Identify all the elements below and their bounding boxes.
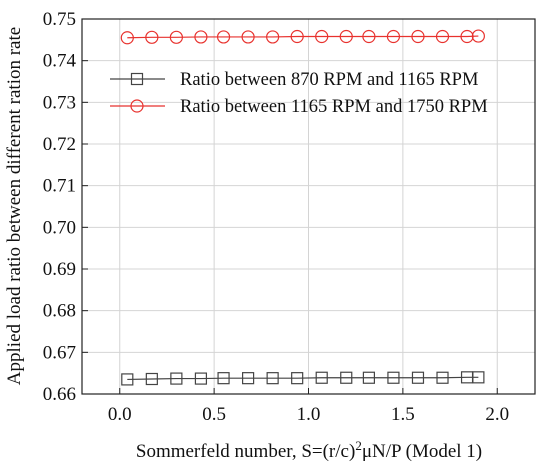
data-point-circle bbox=[120, 31, 134, 45]
series-2 bbox=[120, 29, 485, 45]
data-point-square bbox=[145, 372, 158, 386]
data-point-circle bbox=[435, 29, 450, 44]
x-tick-label: 0.5 bbox=[202, 404, 226, 425]
data-point-square bbox=[170, 372, 183, 385]
data-point-circle bbox=[194, 30, 208, 44]
series-line bbox=[127, 376, 479, 381]
data-point-square bbox=[194, 372, 208, 385]
legend-label-series-2: Ratio between 1165 RPM and 1750 RPM bbox=[180, 97, 488, 117]
data-point-circle bbox=[266, 30, 280, 44]
series-line bbox=[127, 35, 479, 39]
data-point-circle bbox=[241, 30, 255, 44]
x-axis: 0.0 0.5 1.0 1.5 2.0 bbox=[108, 388, 509, 425]
data-point-square bbox=[291, 372, 304, 385]
data-point-circle bbox=[362, 29, 376, 44]
data-point-circle bbox=[216, 30, 231, 44]
data-point-circle bbox=[169, 30, 183, 44]
y-axis-title: Applied load ratio between different rat… bbox=[4, 27, 25, 385]
data-point-square bbox=[387, 371, 400, 384]
data-point-circle bbox=[290, 29, 304, 44]
data-point-square bbox=[121, 373, 134, 386]
x-tick-label: 1.0 bbox=[297, 404, 321, 425]
y-tick-label: 0.66 bbox=[43, 384, 76, 405]
y-tick-label: 0.74 bbox=[43, 51, 77, 72]
y-tick-label: 0.70 bbox=[43, 217, 76, 238]
y-tick-label: 0.68 bbox=[43, 301, 76, 322]
data-point-circle bbox=[460, 29, 474, 44]
data-point-square bbox=[217, 372, 230, 385]
y-tick-label: 0.72 bbox=[43, 134, 76, 155]
data-point-square bbox=[266, 372, 279, 385]
legend-label-series-1: Ratio between 870 RPM and 1165 RPM bbox=[180, 70, 478, 90]
series-1 bbox=[121, 371, 485, 386]
data-point-square bbox=[436, 371, 449, 384]
data-point-circle bbox=[411, 29, 425, 44]
legend-circle-marker bbox=[130, 99, 144, 113]
y-tick-label: 0.75 bbox=[43, 9, 76, 30]
legend-item-series-1: Ratio between 870 RPM and 1165 RPM bbox=[110, 70, 478, 90]
x-tick-label: 2.0 bbox=[485, 404, 509, 425]
x-axis-title: Sommerfeld number, S=(r/c)2μN/P (Model 1… bbox=[136, 438, 482, 462]
legend: Ratio between 870 RPM and 1165 RPM Ratio… bbox=[110, 70, 488, 117]
x-tick-label: 1.5 bbox=[391, 404, 415, 425]
series-layer bbox=[120, 29, 485, 386]
data-point-circle bbox=[339, 29, 353, 44]
y-tick-label: 0.71 bbox=[43, 176, 76, 197]
y-axis: 0.66 0.67 0.68 0.69 0.70 0.71 0.72 0.73 0.74 0.75 bbox=[43, 9, 88, 405]
data-point-circle bbox=[145, 30, 159, 44]
data-point-square bbox=[362, 371, 375, 384]
x-tick-label: 0.0 bbox=[108, 404, 132, 425]
data-point-square bbox=[472, 371, 485, 384]
y-tick-label: 0.73 bbox=[43, 92, 76, 113]
data-point-circle bbox=[315, 29, 329, 44]
grid bbox=[82, 18, 535, 395]
legend-item-series-2: Ratio between 1165 RPM and 1750 RPM bbox=[110, 97, 488, 117]
y-tick-label: 0.69 bbox=[43, 259, 76, 280]
y-tick-label: 0.67 bbox=[43, 342, 76, 363]
data-point-square bbox=[411, 371, 425, 384]
legend-square-marker bbox=[130, 72, 144, 86]
data-point-circle bbox=[471, 29, 485, 43]
data-point-square bbox=[242, 372, 255, 385]
data-point-circle bbox=[386, 29, 401, 44]
data-point-square bbox=[315, 371, 328, 384]
data-point-square bbox=[340, 371, 353, 384]
